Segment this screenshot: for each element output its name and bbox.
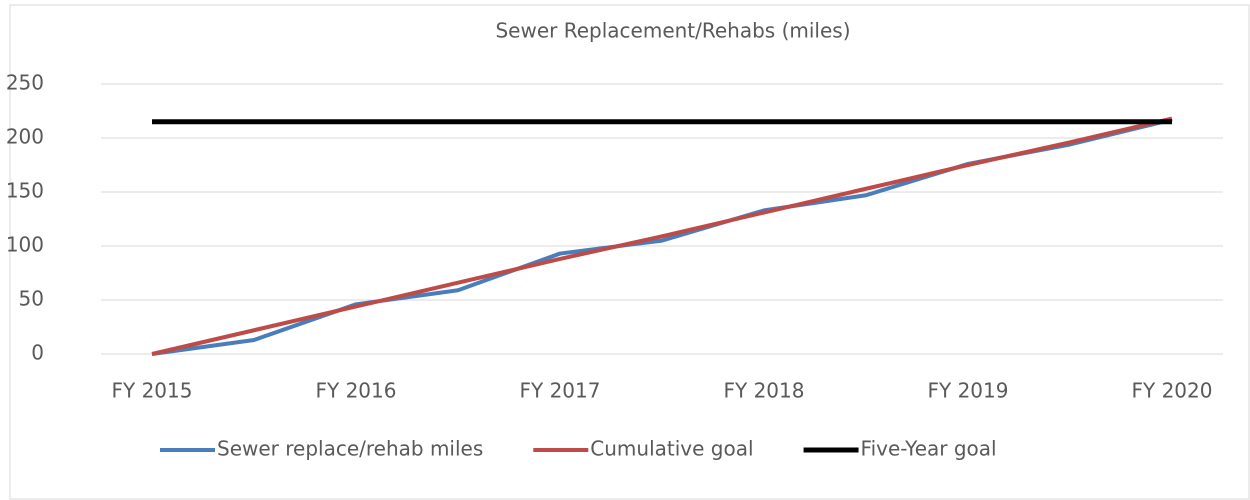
legend-label: Five-Year goal bbox=[861, 437, 997, 461]
y-tick-label: 200 bbox=[6, 125, 44, 149]
y-tick-label: 50 bbox=[19, 287, 44, 311]
legend-label: Sewer replace/rehab miles bbox=[217, 437, 483, 461]
chart-frame bbox=[9, 4, 1250, 500]
legend-label: Cumulative goal bbox=[590, 437, 753, 461]
y-tick-label: 0 bbox=[31, 341, 44, 365]
series-line bbox=[151, 116, 1173, 356]
y-tick-label: 150 bbox=[6, 179, 44, 203]
x-tick-label: FY 2018 bbox=[724, 379, 805, 403]
y-tick-label: 100 bbox=[6, 233, 44, 257]
x-tick-label: FY 2019 bbox=[928, 379, 1009, 403]
x-tick-label: FY 2017 bbox=[520, 379, 601, 403]
x-tick-label: FY 2020 bbox=[1132, 379, 1213, 403]
x-tick-label: FY 2016 bbox=[316, 379, 397, 403]
x-tick-label: FY 2015 bbox=[112, 379, 193, 403]
chart-title: Sewer Replacement/Rehabs (miles) bbox=[495, 19, 850, 43]
y-tick-label: 250 bbox=[6, 71, 44, 95]
